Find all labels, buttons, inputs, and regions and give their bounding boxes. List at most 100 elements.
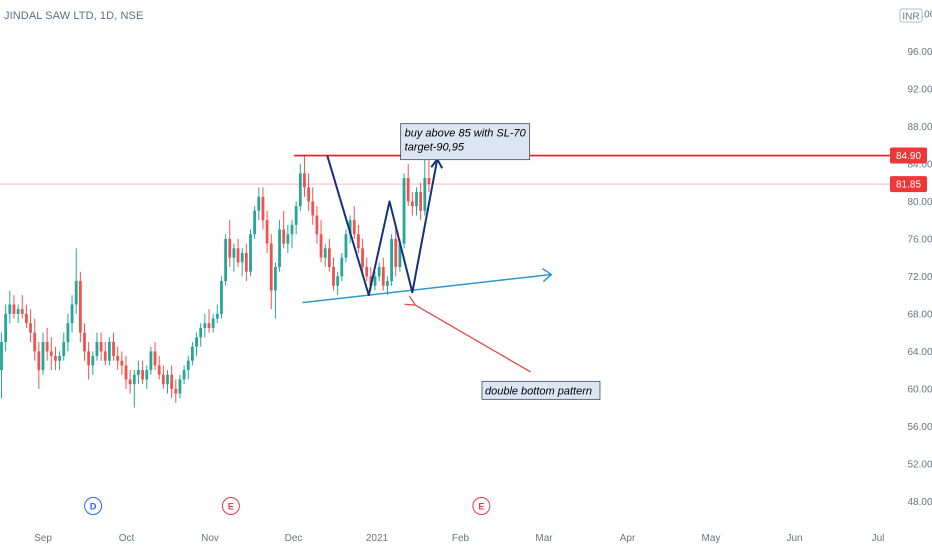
candle-body (41, 341, 45, 371)
candle-body (186, 360, 190, 371)
candle-body (244, 252, 248, 272)
candle-body (215, 313, 219, 319)
candle-body (12, 304, 16, 314)
price-tick-label: 72.00 (907, 272, 932, 283)
price-tag-label: 84.90 (896, 151, 921, 162)
candle (307, 173, 310, 211)
event-marker-circle (472, 497, 491, 515)
candle (12, 295, 16, 319)
candle-body (332, 267, 335, 286)
candle (274, 262, 277, 319)
candle-body (108, 341, 111, 361)
time-axis[interactable]: Sep Oct Nov Dec 2021 Feb Mar Apr May Jun Jul (34, 533, 884, 544)
candle (186, 356, 190, 380)
candle (203, 313, 207, 338)
candle-body (45, 341, 49, 352)
double-bottom-path[interactable] (326, 155, 439, 297)
candle (406, 163, 410, 207)
candle-body (103, 351, 107, 361)
candle (419, 182, 423, 221)
time-tick-label: May (702, 533, 721, 544)
candle-body (170, 374, 174, 389)
candle (4, 304, 8, 352)
price-tick-label: 56.00 (907, 422, 932, 433)
candle-body (406, 178, 410, 202)
candle-body (145, 370, 149, 380)
candle-body (62, 341, 66, 357)
candle (386, 276, 389, 296)
candle-body (178, 379, 182, 394)
candle (311, 187, 315, 225)
candle (178, 374, 182, 399)
candle-body (8, 304, 12, 314)
event-marker-circle (84, 497, 103, 515)
price-tick-label: 76.00 (907, 234, 932, 245)
price-axis[interactable]: 100.0096.0092.0088.0084.0080.0076.0072.0… (899, 8, 932, 508)
candle (29, 309, 32, 342)
target-note[interactable]: buy above 85 with SL-70 target-90,95 (400, 123, 531, 161)
candle (91, 351, 95, 375)
candle-body (16, 309, 20, 314)
price-tick-label: 92.00 (907, 85, 932, 96)
candle (319, 220, 323, 263)
time-tick-label: Dec (285, 533, 303, 544)
candle (344, 229, 348, 263)
candle-body (423, 178, 427, 211)
currency-badge-box (899, 8, 923, 23)
candle (124, 356, 128, 389)
candle (323, 243, 327, 268)
candle-body (203, 323, 207, 328)
candle-body (99, 341, 103, 352)
candle (78, 271, 82, 342)
candle (199, 323, 203, 347)
candle (74, 248, 78, 314)
candle (83, 323, 86, 361)
candle-body (174, 388, 178, 394)
candle (116, 346, 120, 371)
candle-body (112, 341, 115, 357)
candle (336, 271, 340, 296)
event-marker-letter: E (478, 502, 484, 512)
candle-body (83, 332, 86, 352)
pattern-pointer-arrow[interactable] (414, 305, 531, 373)
pattern-note[interactable]: double bottom pattern (481, 380, 601, 400)
candle-body (269, 243, 273, 291)
candle-body (386, 281, 389, 286)
candle-body (303, 173, 306, 188)
candle (174, 379, 178, 403)
candle (25, 304, 28, 328)
candle-body (195, 337, 198, 347)
candle-body (153, 351, 157, 366)
event-marker-letter: D (90, 502, 97, 512)
earnings-marker[interactable]: E (221, 497, 240, 515)
candle (108, 337, 111, 366)
candle (278, 220, 281, 272)
earnings-marker[interactable]: E (472, 497, 491, 515)
candle-body (124, 365, 128, 380)
candle-body (373, 276, 377, 286)
candle-body (25, 313, 28, 324)
time-tick-label: Apr (620, 533, 636, 544)
candle (377, 262, 381, 282)
currency-badge[interactable]: INR (899, 8, 923, 23)
price-tick-label: 60.00 (907, 384, 932, 395)
support-trendline[interactable] (302, 273, 552, 304)
candle (423, 154, 427, 216)
candle-body (369, 276, 373, 286)
candle-body (58, 356, 61, 361)
candle-body (191, 346, 194, 361)
candle (253, 206, 257, 239)
candle (265, 210, 269, 253)
candle (45, 327, 49, 361)
candle (332, 257, 335, 291)
candle-body (70, 304, 74, 324)
time-tick-label: Jun (786, 533, 802, 544)
candle (327, 238, 331, 272)
candle (141, 360, 144, 385)
candle (191, 341, 194, 366)
candle (54, 346, 57, 371)
candle-body (128, 379, 132, 385)
dividend-marker[interactable]: D (84, 497, 103, 515)
